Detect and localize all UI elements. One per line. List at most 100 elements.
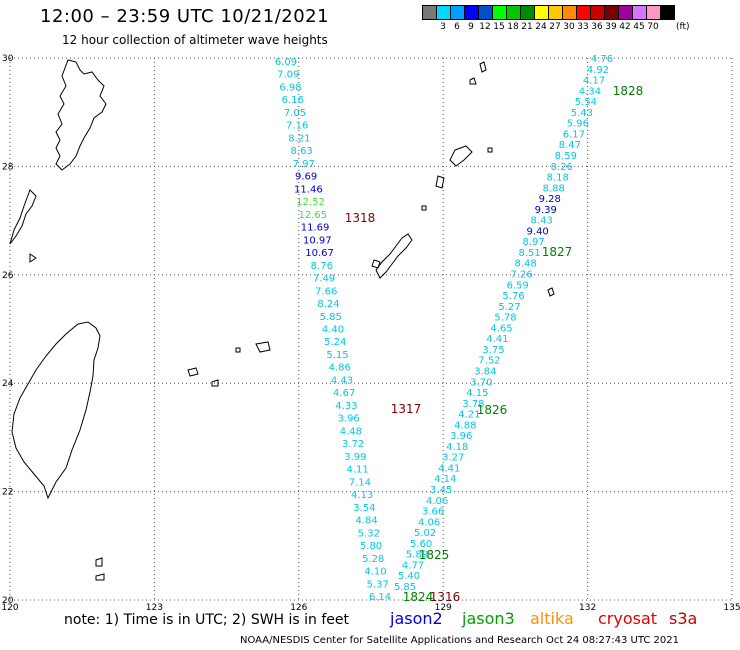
wave-height-value: 3.66 xyxy=(422,507,444,518)
pass-time-label: 1316 xyxy=(430,590,461,604)
wave-height-value: 3.45 xyxy=(430,485,452,496)
wave-height-value: 8.18 xyxy=(547,173,569,184)
wave-height-value: 6.17 xyxy=(563,129,585,140)
island-coast xyxy=(487,147,493,153)
wave-height-value: 4.18 xyxy=(446,442,468,453)
wave-height-value: 3.96 xyxy=(450,431,472,442)
wave-height-value: 4.76 xyxy=(591,54,613,65)
island-coast xyxy=(435,175,445,189)
wave-height-value: 6.59 xyxy=(506,280,528,291)
wave-height-value: 5.89 xyxy=(406,550,428,561)
wave-height-value: 11.46 xyxy=(294,184,323,195)
wave-height-value: 5.37 xyxy=(367,579,389,590)
pass-time-label: 1827 xyxy=(542,245,573,259)
scale-label: 24 xyxy=(535,22,547,32)
lat-tick-label: 28 xyxy=(2,162,14,172)
wave-height-value: 4.33 xyxy=(335,401,357,412)
wave-height-value: 3.70 xyxy=(470,377,492,388)
coastlines xyxy=(9,59,555,581)
wave-height-value: 4.34 xyxy=(579,86,601,97)
wave-height-value: 3.96 xyxy=(338,414,360,425)
wave-height-value: 8.76 xyxy=(311,261,333,272)
lat-lon-grid xyxy=(9,57,733,601)
wave-height-value: 8.47 xyxy=(559,140,581,151)
wave-height-value: 7.49 xyxy=(313,274,335,285)
pass-time-label: 1828 xyxy=(613,84,644,98)
legend-item-s3a: s3a xyxy=(669,609,698,628)
wave-height-value: 7.97 xyxy=(293,159,315,170)
wave-height-value: 10.97 xyxy=(303,235,332,246)
wave-height-value: 4.15 xyxy=(466,388,488,399)
island-coast xyxy=(255,341,271,353)
island-coast xyxy=(371,259,381,269)
wave-height-value: 4.43 xyxy=(331,375,353,386)
wave-height-value: 8.21 xyxy=(288,133,310,144)
wave-height-value: 7.52 xyxy=(478,356,500,367)
wave-height-value: 5.85 xyxy=(320,312,342,323)
scale-label: 33 xyxy=(577,22,589,32)
lat-tick-label: 24 xyxy=(2,379,14,389)
wave-height-value: 4.41 xyxy=(486,334,508,345)
wave-height-value: 5.78 xyxy=(494,313,516,324)
island-coast xyxy=(235,347,241,353)
wave-height-value: 4.48 xyxy=(340,426,362,437)
wave-height-value: 4.84 xyxy=(355,516,377,527)
wave-height-value: 6.16 xyxy=(282,95,304,106)
lon-tick-label: 132 xyxy=(579,603,596,613)
okinawa-coast xyxy=(375,233,413,279)
color-scale: 3 6 9 12 15 18 21 24 27 30 33 36 39 42 45 70 (ft) xyxy=(422,5,690,32)
wave-height-value: 7.09 xyxy=(277,70,299,81)
legend-item-jason2: jason2 xyxy=(390,609,443,628)
lon-tick-label: 120 xyxy=(1,603,18,613)
wave-height-value: 9.69 xyxy=(295,172,317,183)
wave-height-value: 5.02 xyxy=(414,528,436,539)
wave-height-value: 4.65 xyxy=(490,323,512,334)
wave-height-value: 4.06 xyxy=(426,496,448,507)
wave-height-value: 7.05 xyxy=(284,108,306,119)
wave-height-value: 5.32 xyxy=(358,528,380,539)
wave-height-value: 5.80 xyxy=(360,541,382,552)
wave-height-value: 4.14 xyxy=(434,474,456,485)
wave-height-value: 4.06 xyxy=(418,517,440,528)
wave-height-value: 9.40 xyxy=(527,226,549,237)
scale-unit-label: (ft) xyxy=(676,22,690,32)
wave-height-value: 9.28 xyxy=(539,194,561,205)
wave-height-value: 8.97 xyxy=(523,237,545,248)
scale-label: 6 xyxy=(454,22,460,32)
track-b-values: 4.764.924.174.345.545.435.966.178.478.59… xyxy=(394,54,613,593)
pass-time-label: 1826 xyxy=(477,403,508,417)
island-coast xyxy=(469,77,477,85)
island-coast xyxy=(547,287,555,297)
track-a-values: 6.09 7.096.98 6.16 7.05 7.168.21 8.63 7.97 9.69… xyxy=(275,57,391,603)
wave-height-value: 12.65 xyxy=(299,210,328,221)
wave-height-value: 7.16 xyxy=(286,121,308,132)
pass-time-label: 1317 xyxy=(391,402,422,416)
wave-height-value: 8.51 xyxy=(518,248,540,259)
wave-height-value: 4.13 xyxy=(351,490,373,501)
wave-height-value: 3.72 xyxy=(342,439,364,450)
wave-height-value: 5.27 xyxy=(498,302,520,313)
wave-height-value: 5.24 xyxy=(324,337,346,348)
wave-height-value: 4.77 xyxy=(402,560,424,571)
wave-height-value: 8.59 xyxy=(555,151,577,162)
wave-height-value: 8.26 xyxy=(551,162,573,173)
wave-height-value: 4.40 xyxy=(322,325,344,336)
wave-height-value: 4.11 xyxy=(346,465,368,476)
wave-height-value: 5.96 xyxy=(567,119,589,130)
wave-height-value: 8.24 xyxy=(317,299,339,310)
island-coast xyxy=(187,367,199,377)
scale-label: 42 xyxy=(619,22,631,32)
lon-tick-label: 135 xyxy=(723,603,740,613)
wave-height-value: 3.54 xyxy=(353,503,375,514)
lat-tick-label: 22 xyxy=(2,488,13,498)
scale-label: 18 xyxy=(507,22,519,32)
wave-height-value: 9.39 xyxy=(535,205,557,216)
wave-height-value: 5.54 xyxy=(575,97,597,108)
wave-height-value: 6.98 xyxy=(279,82,301,93)
kyushu-coast xyxy=(55,59,107,171)
wave-height-value: 3.99 xyxy=(344,452,366,463)
scale-label: 30 xyxy=(563,22,575,32)
scale-label: 27 xyxy=(549,22,561,32)
